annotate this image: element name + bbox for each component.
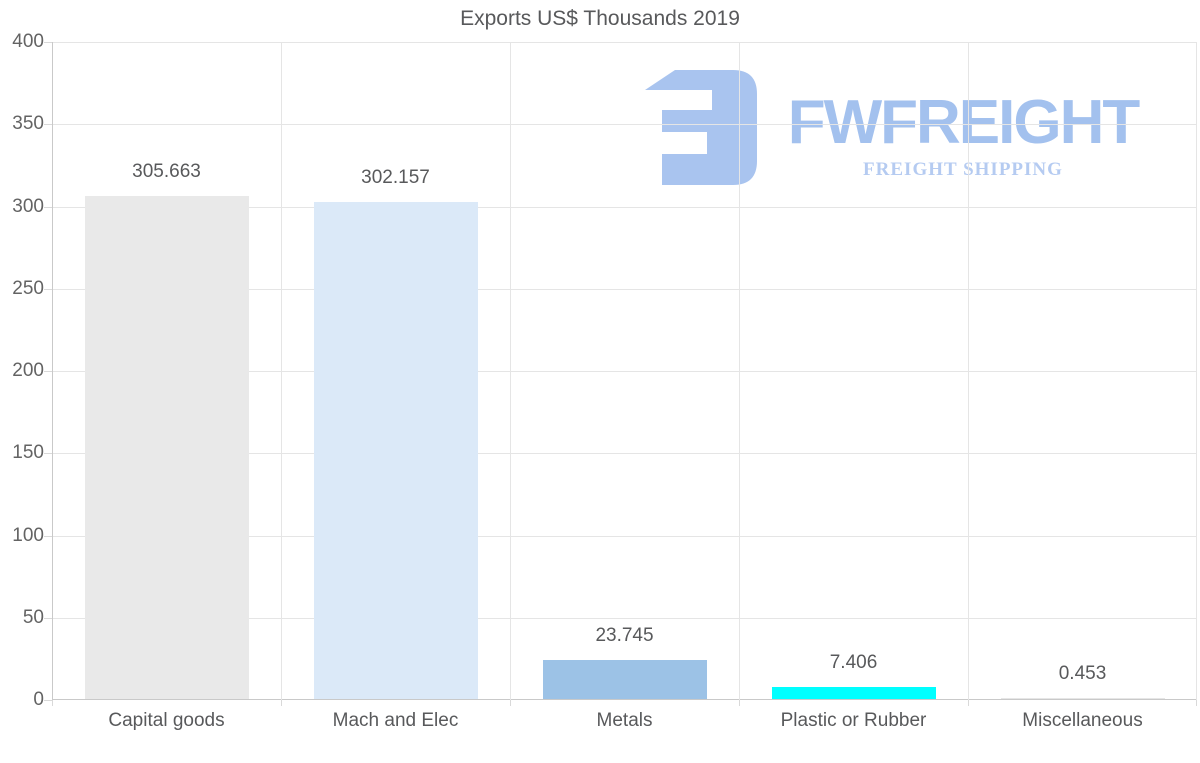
y-axis-label: 400: [12, 31, 44, 52]
y-axis-line: [52, 42, 53, 700]
bar-value-label: 302.157: [361, 167, 430, 188]
grid-line-horizontal: [52, 371, 1197, 372]
grid-line-horizontal: [52, 207, 1197, 208]
y-axis-label: 200: [12, 360, 44, 381]
bar-mach-and-elec[interactable]: [314, 202, 478, 699]
x-axis-label: Metals: [596, 710, 653, 731]
y-axis-label: 100: [12, 525, 44, 546]
x-axis-tick: [281, 700, 282, 706]
x-axis-tick: [510, 700, 511, 706]
grid-line-vertical: [968, 42, 969, 700]
bar-metals[interactable]: [543, 660, 707, 699]
grid-line-horizontal: [52, 618, 1197, 619]
x-axis-label: Plastic or Rubber: [780, 710, 927, 731]
y-axis-label: 0: [33, 689, 44, 710]
bar-miscellaneous[interactable]: [1001, 698, 1165, 699]
grid-line-horizontal: [52, 289, 1197, 290]
y-axis-tick: [44, 453, 52, 454]
x-axis-tick: [1196, 700, 1197, 706]
bar-value-label: 23.745: [595, 625, 654, 646]
x-axis-tick: [52, 700, 53, 706]
grid-line-vertical: [739, 42, 740, 700]
y-axis-tick: [44, 42, 52, 43]
plot-area: FWFREIGHT FREIGHT SHIPPING: [44, 42, 1197, 706]
bar-capital-goods[interactable]: [85, 196, 249, 699]
grid-line-vertical: [281, 42, 282, 700]
grid-line-horizontal: [52, 42, 1197, 43]
x-axis-tick: [739, 700, 740, 706]
brand-tagline: FREIGHT SHIPPING: [863, 159, 1063, 180]
grid-line-horizontal: [52, 124, 1197, 125]
brand-wordmark: FWFREIGHT FREIGHT SHIPPING: [768, 88, 1158, 181]
grid-line-vertical: [510, 42, 511, 700]
y-axis-label: 350: [12, 113, 44, 134]
y-axis-tick: [44, 536, 52, 537]
x-axis-line: [52, 699, 1197, 700]
fwfreight-logo-icon: [645, 70, 757, 185]
y-axis-tick: [44, 124, 52, 125]
grid-line-horizontal: [52, 536, 1197, 537]
y-axis-label: 250: [12, 278, 44, 299]
x-axis-label: Capital goods: [108, 710, 225, 731]
x-axis-tick: [968, 700, 969, 706]
y-axis-label: 300: [12, 196, 44, 217]
x-axis-label: Mach and Elec: [332, 710, 459, 731]
bar-value-label: 7.406: [829, 652, 878, 673]
y-axis-label: 150: [12, 442, 44, 463]
brand-name: FWFREIGHT: [787, 88, 1141, 157]
chart-title: Exports US$ Thousands 2019: [460, 7, 740, 30]
y-axis-tick: [44, 207, 52, 208]
y-axis-tick: [44, 371, 52, 372]
bar-value-label: 0.453: [1058, 663, 1107, 684]
y-axis-label: 50: [22, 607, 44, 628]
bar-plastic-or-rubber[interactable]: [772, 687, 936, 699]
x-axis-label: Miscellaneous: [1022, 710, 1143, 731]
grid-line-horizontal: [52, 453, 1197, 454]
grid-line-vertical: [1196, 42, 1197, 700]
y-axis-tick: [44, 700, 52, 701]
y-axis-tick: [44, 289, 52, 290]
bar-value-label: 305.663: [132, 161, 201, 182]
y-axis-tick: [44, 618, 52, 619]
